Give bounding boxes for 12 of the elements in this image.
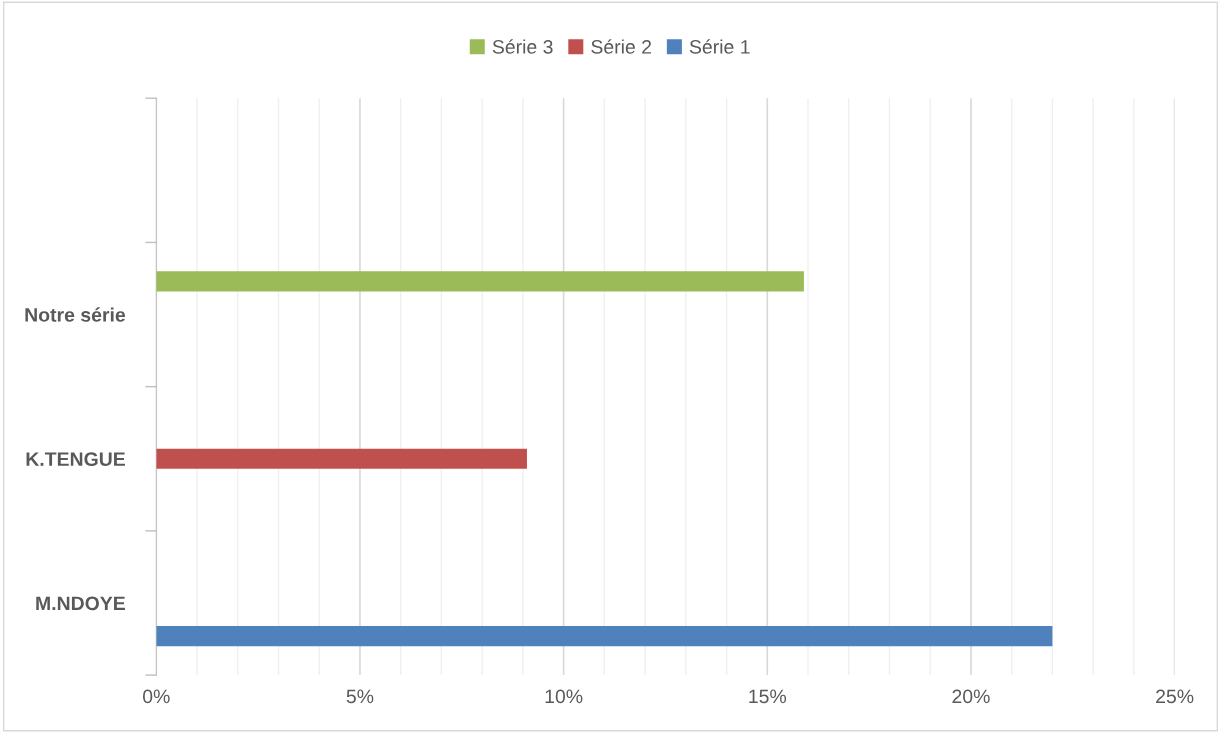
legend-label: Série 3	[492, 39, 553, 54]
y-tick-label: K.TENGUE	[26, 452, 125, 466]
legend-label: Série 2	[591, 39, 652, 54]
x-tick-label: 15%	[749, 689, 787, 704]
legend-label: Série 1	[689, 39, 750, 54]
x-tick-label: 5%	[346, 689, 374, 704]
x-tick-label: 0%	[143, 689, 170, 704]
x-tick-label: 10%	[545, 689, 583, 704]
y-tick-label: Notre série	[25, 307, 126, 322]
x-tick-label: 25%	[1156, 689, 1194, 704]
x-tick-label: 20%	[952, 689, 990, 704]
y-tick-label: M.NDOYE	[36, 596, 125, 611]
